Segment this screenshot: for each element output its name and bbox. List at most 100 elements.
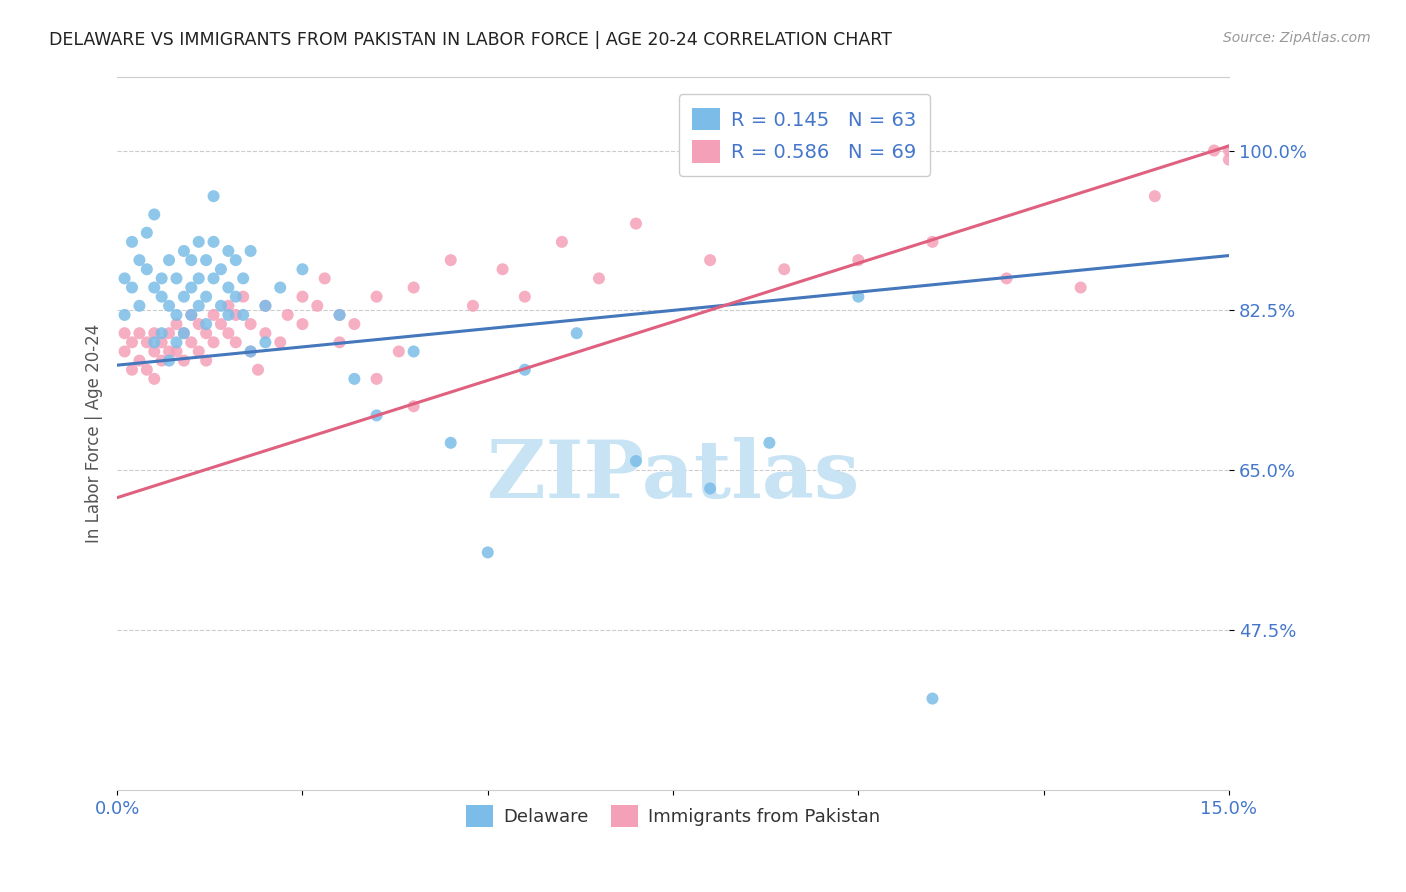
- Point: [135, 262, 157, 277]
- Text: DELAWARE VS IMMIGRANTS FROM PAKISTAN IN LABOR FORCE | AGE 20-24 CORRELATION CHAR: DELAWARE VS IMMIGRANTS FROM PAKISTAN IN …: [49, 31, 891, 49]
- Point: [1143, 189, 1166, 203]
- Point: [269, 280, 291, 294]
- Point: [402, 399, 425, 413]
- Point: [491, 262, 513, 277]
- Point: [921, 691, 943, 706]
- Point: [121, 335, 143, 350]
- Point: [307, 299, 329, 313]
- Point: [187, 344, 209, 359]
- Point: [173, 353, 195, 368]
- Point: [143, 280, 166, 294]
- Point: [239, 344, 262, 359]
- Point: [225, 253, 247, 268]
- Point: [551, 235, 574, 249]
- Point: [180, 308, 202, 322]
- Point: [143, 326, 166, 341]
- Point: [195, 253, 218, 268]
- Point: [402, 280, 425, 294]
- Point: [624, 454, 647, 468]
- Point: [150, 271, 173, 285]
- Point: [143, 335, 166, 350]
- Point: [187, 299, 209, 313]
- Point: [217, 244, 239, 258]
- Point: [328, 335, 350, 350]
- Point: [247, 363, 270, 377]
- Point: [1070, 280, 1092, 294]
- Point: [166, 271, 188, 285]
- Point: [366, 372, 388, 386]
- Point: [225, 308, 247, 322]
- Point: [269, 335, 291, 350]
- Y-axis label: In Labor Force | Age 20-24: In Labor Force | Age 20-24: [86, 324, 103, 543]
- Point: [217, 299, 239, 313]
- Point: [173, 244, 195, 258]
- Point: [239, 317, 262, 331]
- Point: [128, 253, 150, 268]
- Point: [217, 326, 239, 341]
- Point: [135, 226, 157, 240]
- Point: [921, 235, 943, 249]
- Point: [180, 335, 202, 350]
- Point: [239, 344, 262, 359]
- Point: [180, 280, 202, 294]
- Point: [173, 326, 195, 341]
- Point: [195, 353, 218, 368]
- Point: [202, 271, 225, 285]
- Point: [217, 280, 239, 294]
- Point: [173, 290, 195, 304]
- Point: [217, 308, 239, 322]
- Point: [588, 271, 610, 285]
- Point: [1218, 153, 1240, 167]
- Point: [166, 317, 188, 331]
- Point: [343, 317, 366, 331]
- Point: [773, 262, 796, 277]
- Point: [187, 235, 209, 249]
- Point: [232, 308, 254, 322]
- Point: [291, 290, 314, 304]
- Point: [195, 290, 218, 304]
- Point: [254, 335, 277, 350]
- Point: [150, 353, 173, 368]
- Point: [143, 372, 166, 386]
- Point: [114, 308, 136, 322]
- Point: [440, 435, 463, 450]
- Point: [366, 290, 388, 304]
- Point: [254, 299, 277, 313]
- Point: [143, 207, 166, 221]
- Point: [477, 545, 499, 559]
- Point: [277, 308, 299, 322]
- Point: [114, 344, 136, 359]
- Point: [195, 317, 218, 331]
- Point: [121, 235, 143, 249]
- Point: [513, 290, 536, 304]
- Point: [513, 363, 536, 377]
- Point: [366, 409, 388, 423]
- Point: [328, 308, 350, 322]
- Point: [166, 344, 188, 359]
- Point: [135, 335, 157, 350]
- Point: [254, 326, 277, 341]
- Point: [128, 299, 150, 313]
- Point: [846, 290, 869, 304]
- Point: [202, 335, 225, 350]
- Point: [440, 253, 463, 268]
- Point: [202, 308, 225, 322]
- Point: [1218, 144, 1240, 158]
- Point: [209, 317, 232, 331]
- Point: [232, 290, 254, 304]
- Point: [150, 335, 173, 350]
- Point: [202, 189, 225, 203]
- Point: [388, 344, 411, 359]
- Point: [699, 482, 721, 496]
- Point: [209, 262, 232, 277]
- Text: ZIPatlas: ZIPatlas: [486, 437, 859, 516]
- Point: [565, 326, 588, 341]
- Point: [402, 344, 425, 359]
- Point: [291, 262, 314, 277]
- Point: [187, 317, 209, 331]
- Point: [1204, 144, 1226, 158]
- Point: [180, 253, 202, 268]
- Point: [209, 299, 232, 313]
- Point: [114, 271, 136, 285]
- Point: [343, 372, 366, 386]
